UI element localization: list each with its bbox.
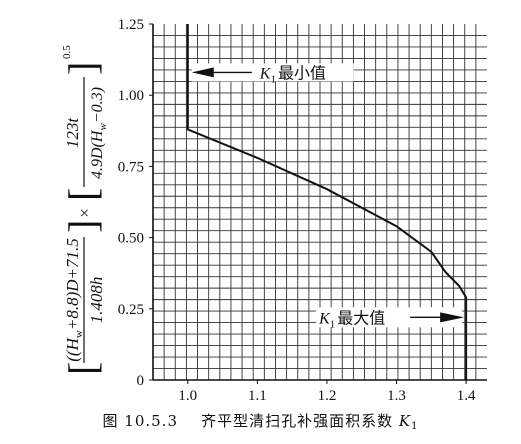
x-tick-label: 1.0 [178,388,197,404]
annotation-background [316,307,463,328]
annotation-background [191,63,354,82]
y-label-bracket-left-2: [ [60,188,105,201]
chart-axes [152,24,487,381]
annotation-k1-max: K1 最大值 [318,309,385,330]
y-label-exponent: 0.5 [61,45,73,59]
caption-text: 齐平型清扫孔补强面积系数 [201,412,394,430]
y-label-bracket-left-1: [ [60,362,105,375]
x-tick-label: 1.3 [387,388,406,404]
y-axis-label: [ ((Hw+8.8)D+71.5 1.408h ] × [ 123t 4.9D… [60,45,109,375]
y-tick-label: 0 [137,373,145,389]
y-label-bracket-right-1: ] [60,220,105,233]
series-curve [186,24,468,380]
x-tick-label: 1.1 [248,388,267,404]
y-label-times: × [75,208,94,218]
data-series [186,24,468,380]
y-tick-label: 0.50 [118,231,144,247]
y-label-numerator-1: ((Hw+8.8)D+71.5 [63,238,85,361]
y-label-denominator-2: 4.9D(Hw−0.3) [89,87,109,179]
tick-labels: 1.0 1.1 1.2 1.3 1.4 0 0.25 0.50 0.75 1.00 1.25 [118,17,476,404]
y-label-numerator-2: 123t [63,117,82,149]
caption-symbol: K [398,412,412,430]
annotations: K1 最小值 K1 最大值 [191,63,465,330]
figure-caption: 图 10.5.3 齐平型清扫孔补强面积系数 K1 [0,410,521,432]
arrow-head-max [440,312,465,323]
y-tick-label: 0.75 [118,159,144,175]
y-label-denominator-1: 1.408h [87,277,106,324]
x-tick-label: 1.2 [318,388,337,404]
y-tick-label: 1.25 [118,17,144,33]
y-tick-label: 1.00 [118,88,144,104]
arrow-head-min [191,67,214,78]
x-tick-label: 1.4 [457,388,476,404]
y-tick-label: 0.25 [118,302,144,318]
caption-symbol-subscript: 1 [411,421,419,432]
annotation-k1-min: K1 最小值 [259,64,326,85]
caption-figure-number: 图 10.5.3 [102,412,178,430]
y-label-bracket-right-2: ] [60,62,105,75]
